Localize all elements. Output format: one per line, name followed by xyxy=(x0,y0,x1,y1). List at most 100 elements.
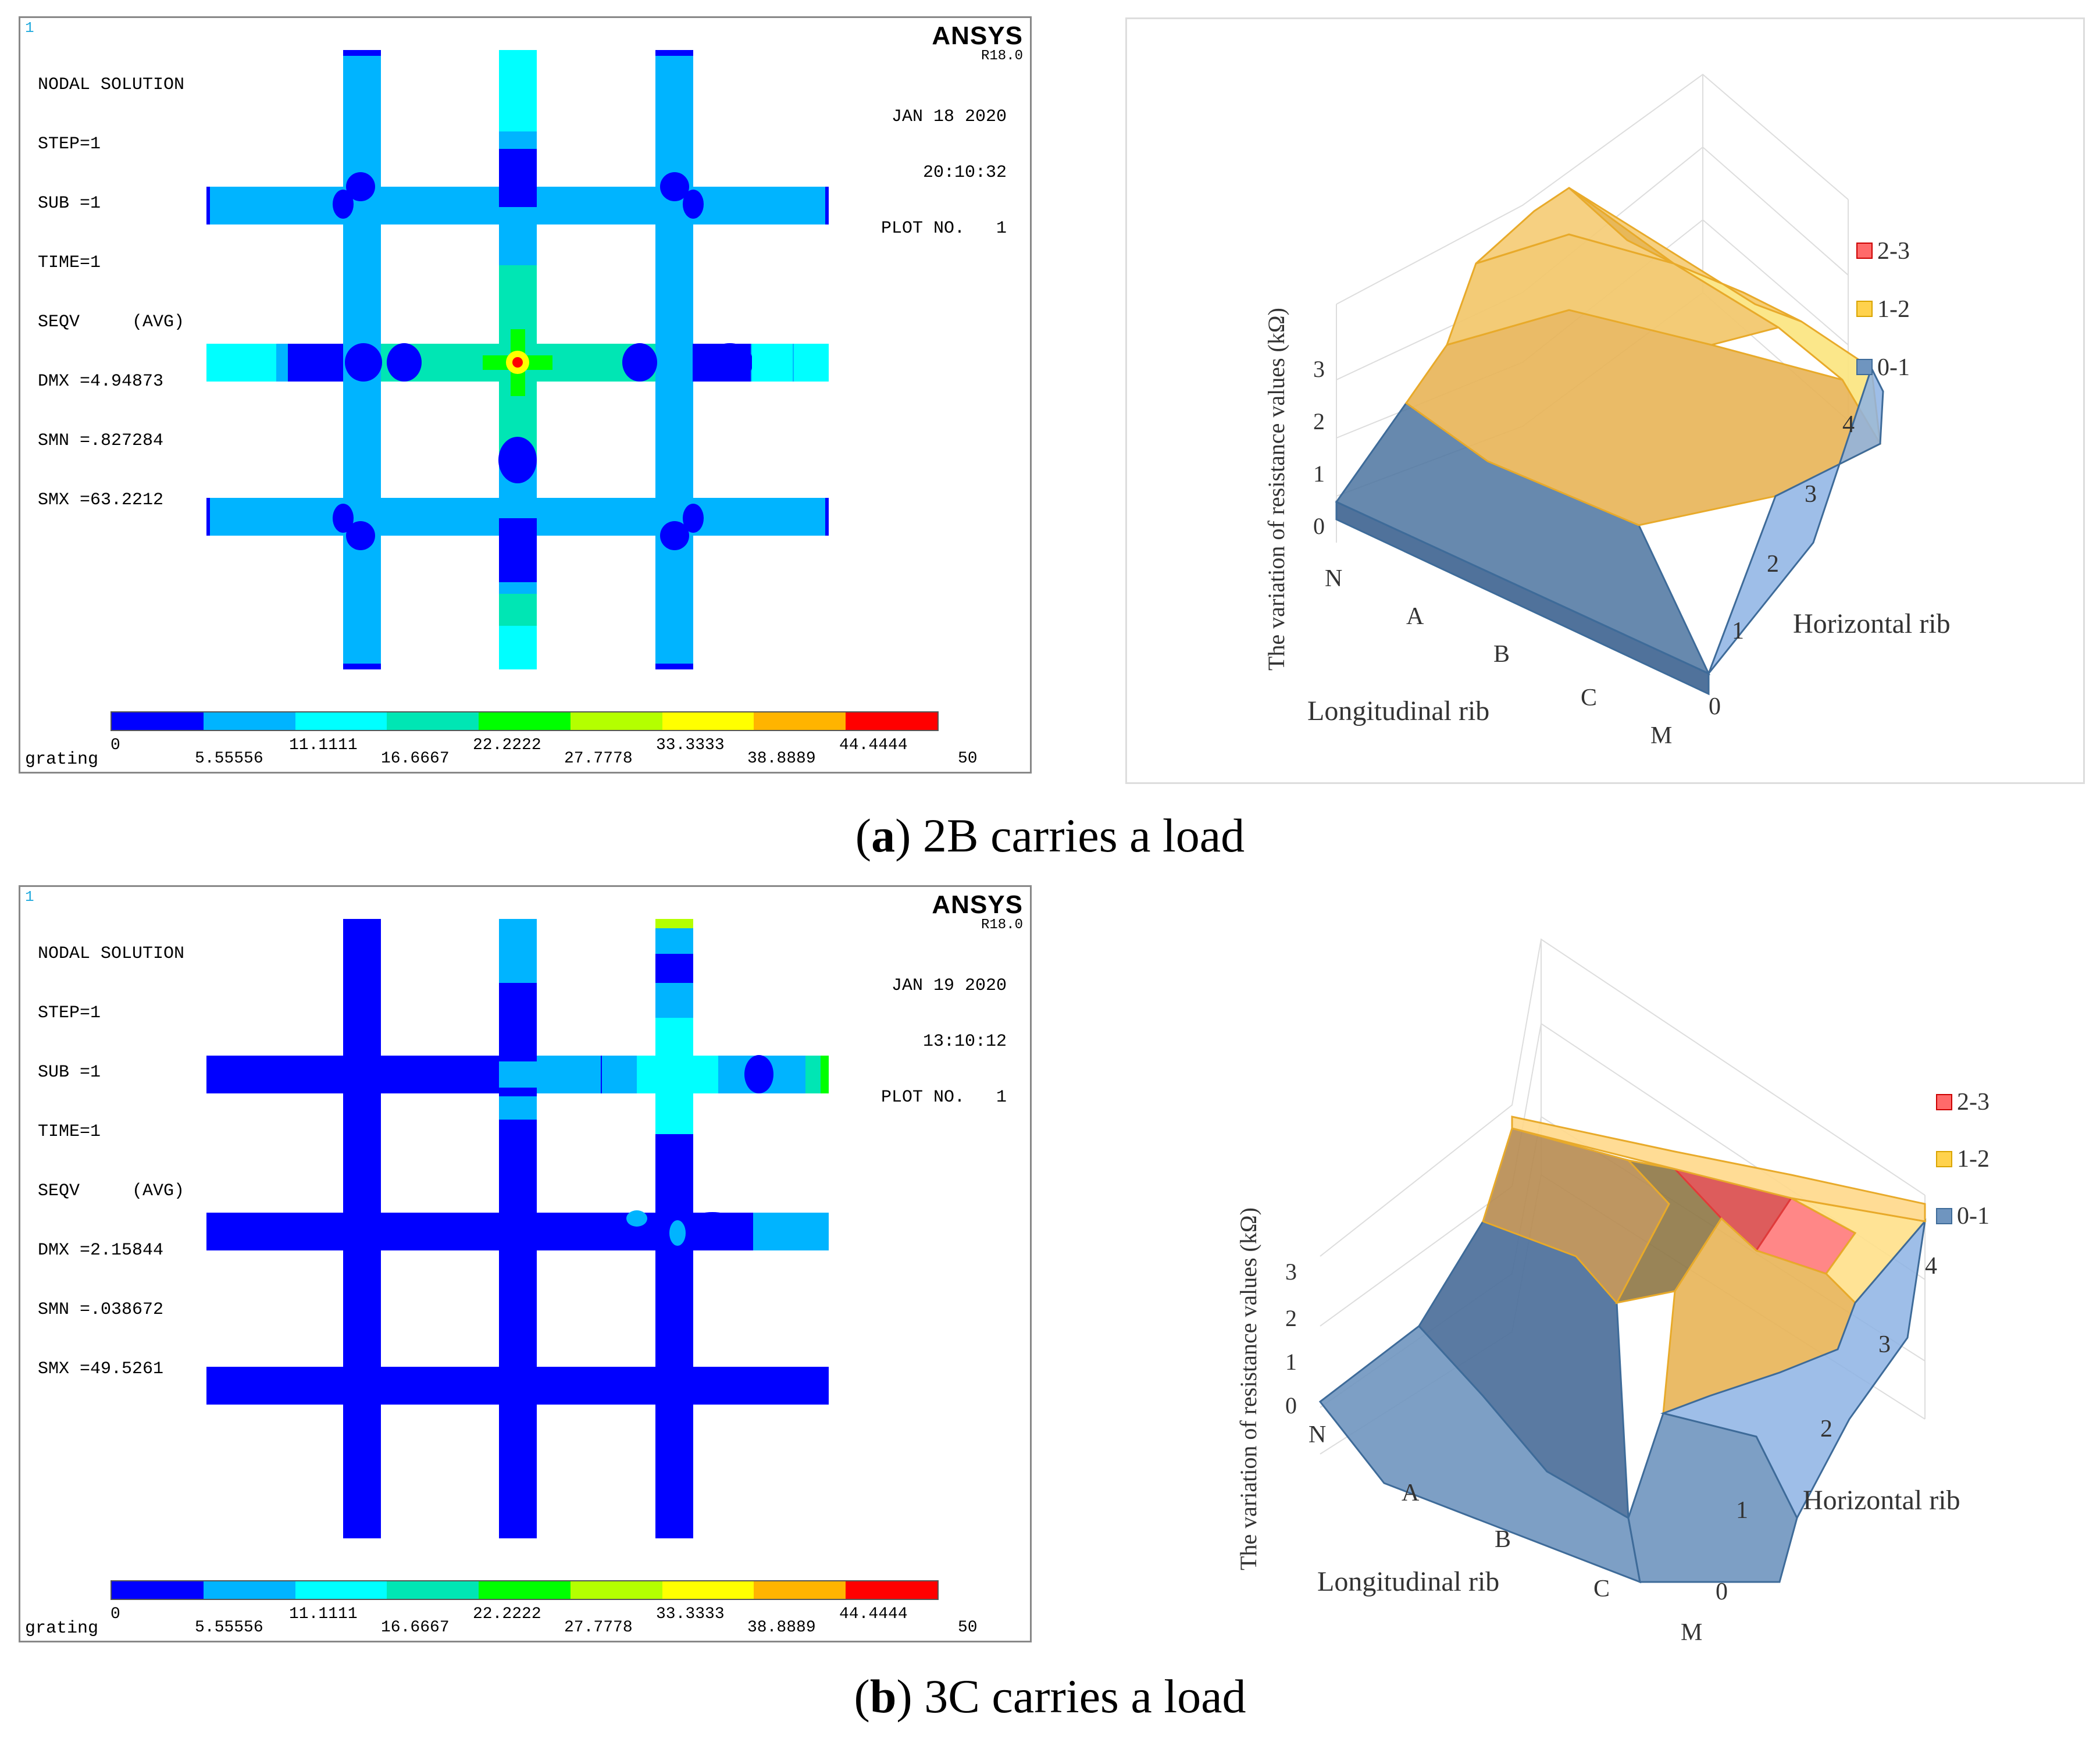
colorbar-segment xyxy=(203,712,295,730)
colorbar-label: 33.3333 xyxy=(656,736,725,754)
horizontal-rib xyxy=(206,1367,829,1405)
colorbar-segment xyxy=(112,712,204,730)
date-line: 13:10:12 xyxy=(922,1032,1007,1052)
v-tick: 3 xyxy=(1285,1259,1297,1285)
colorbar-label: 5.55556 xyxy=(195,750,263,768)
model-name: grating xyxy=(25,1619,99,1638)
date-line: JAN 19 2020 xyxy=(891,976,1007,996)
info-line: SEQV (AVG) xyxy=(38,312,185,332)
colorbar-label: 22.2222 xyxy=(473,736,541,754)
info-line: SMX =49.5261 xyxy=(38,1359,164,1379)
colorbar-label: 27.7778 xyxy=(564,1619,633,1637)
resistance-chart-a: 3 2 1 0 N A B C M 0 1 2 3 4 The variatio… xyxy=(1125,17,2085,784)
colorbar-label: 50 xyxy=(958,750,978,768)
z-axis-title: Horizontal rib xyxy=(1793,608,1951,639)
long-tick: M xyxy=(1650,722,1672,749)
surface-plot-b: 3 2 1 0 N A B C M 0 1 2 3 4 The variatio… xyxy=(1235,938,1990,1646)
date-line: 20:10:32 xyxy=(922,163,1007,183)
legend: 2-3 1-2 0-1 xyxy=(1856,238,1910,381)
colorbar-label: 44.4444 xyxy=(839,1605,908,1623)
surface-mesh xyxy=(1318,1116,1927,1584)
colorbar-segment xyxy=(203,1581,295,1599)
v-tick: 2 xyxy=(1285,1305,1297,1331)
plot-date: JAN 19 2020 13:10:12 PLOT NO. 1 xyxy=(881,939,1007,1144)
colorbar-segment xyxy=(754,712,846,730)
long-tick: N xyxy=(1325,565,1342,592)
v-axis-ticks: 3 2 1 0 xyxy=(1285,1259,1297,1419)
horiz-tick: 3 xyxy=(1878,1331,1891,1358)
colorbar-label: 27.7778 xyxy=(564,750,633,768)
colorbar-segment xyxy=(479,712,571,730)
horiz-tick: 0 xyxy=(1709,693,1721,720)
info-line: NODAL SOLUTION xyxy=(38,944,185,964)
long-tick: A xyxy=(1402,1480,1420,1506)
ansys-logo: ANSYS R18.0 xyxy=(932,22,1023,64)
caption-b: (b) 3C carries a load xyxy=(854,1670,1246,1723)
info-line: SMX =63.2212 xyxy=(38,490,164,510)
caption-letter: b xyxy=(869,1670,897,1723)
colorbar-segment xyxy=(387,1581,479,1599)
horiz-axis-ticks: 0 1 2 3 4 xyxy=(1716,1253,1937,1605)
colorbar-label: 0 xyxy=(110,1605,120,1623)
legend-swatch-2-3 xyxy=(1856,243,1873,259)
x-axis-title: Longitudinal rib xyxy=(1317,1566,1499,1597)
horiz-tick: 1 xyxy=(1732,618,1744,644)
colorbar-label: 16.6667 xyxy=(381,1619,450,1637)
long-tick: A xyxy=(1406,603,1424,630)
colorbar-label: 11.1111 xyxy=(289,1605,358,1623)
colorbar-segment xyxy=(846,1581,938,1599)
grating-bars xyxy=(206,919,829,1538)
colorbar-segment xyxy=(662,712,754,730)
info-line: TIME=1 xyxy=(38,1122,101,1142)
v-tick: 2 xyxy=(1313,408,1325,434)
ansys-logo: ANSYS R18.0 xyxy=(932,890,1023,933)
horiz-tick: 0 xyxy=(1716,1578,1728,1605)
nodal-solution-info: NODAL SOLUTION STEP=1 SUB =1 TIME=1 SEQV… xyxy=(38,35,184,550)
legend-label: 2-3 xyxy=(1957,1089,1990,1116)
legend-swatch-1-2 xyxy=(1856,301,1873,317)
colorbar-segment xyxy=(570,712,662,730)
info-line: SUB =1 xyxy=(38,194,101,213)
caption-letter: a xyxy=(871,809,896,862)
legend-label: 0-1 xyxy=(1957,1203,1990,1230)
ansys-brand: ANSYS xyxy=(932,890,1023,919)
colorbar-label: 5.55556 xyxy=(195,1619,263,1637)
long-tick: M xyxy=(1681,1619,1702,1646)
info-line: STEP=1 xyxy=(38,1003,101,1023)
colorbar-segment xyxy=(295,712,387,730)
stress-zones xyxy=(206,50,829,669)
ansys-version: R18.0 xyxy=(981,48,1023,64)
long-axis-ticks: N A B C M xyxy=(1325,565,1672,749)
ansys-brand: ANSYS xyxy=(932,22,1023,50)
colorbar-segment xyxy=(387,712,479,730)
colorbar-label: 11.1111 xyxy=(289,736,358,754)
legend-swatch-0-1 xyxy=(1936,1208,1952,1224)
legend-swatch-2-3 xyxy=(1936,1094,1952,1110)
horiz-tick: 2 xyxy=(1767,551,1779,578)
stress-colorbar xyxy=(110,1580,939,1600)
legend-swatch-0-1 xyxy=(1856,359,1873,375)
colorbar-segment xyxy=(846,712,938,730)
v-tick: 0 xyxy=(1313,513,1325,539)
stress-colorbar xyxy=(110,711,939,731)
surface-mesh xyxy=(1335,187,1884,696)
plot-date: JAN 18 2020 20:10:32 PLOT NO. 1 xyxy=(881,70,1007,275)
info-line: SUB =1 xyxy=(38,1063,101,1082)
horiz-tick: 4 xyxy=(1842,411,1855,438)
colorbar-label: 38.8889 xyxy=(747,750,816,768)
colorbar-segment xyxy=(479,1581,571,1599)
colorbar-label: 33.3333 xyxy=(656,1605,725,1623)
v-tick: 1 xyxy=(1313,461,1325,487)
grating-stress-contour xyxy=(206,919,829,1538)
horiz-tick: 1 xyxy=(1736,1497,1748,1524)
caption-a: (a) 2B carries a load xyxy=(855,809,1245,862)
colorbar-label: 0 xyxy=(110,736,120,754)
colorbar-segment xyxy=(112,1581,204,1599)
long-tick: N xyxy=(1309,1421,1326,1448)
info-line: STEP=1 xyxy=(38,134,101,154)
long-tick: B xyxy=(1495,1526,1511,1553)
info-line: DMX =4.94873 xyxy=(38,372,164,391)
colorbar-segment xyxy=(295,1581,387,1599)
ansys-version: R18.0 xyxy=(981,917,1023,933)
info-line: SEQV (AVG) xyxy=(38,1181,185,1201)
